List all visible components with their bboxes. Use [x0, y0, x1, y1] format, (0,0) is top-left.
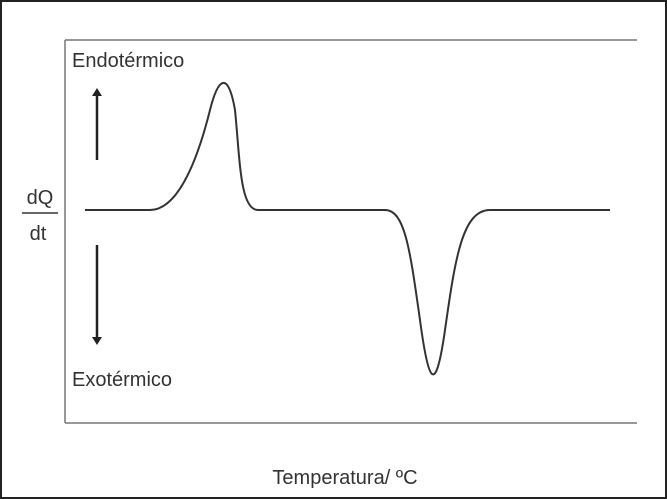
y-numerator: dQ [27, 187, 54, 209]
exo-label: Exotérmico [72, 369, 172, 391]
x-axis-label: Temperatura/ ºC [272, 467, 417, 489]
dsc-curve [85, 82, 610, 376]
y-denominator: dt [30, 223, 47, 245]
endo-label: Endotérmico [72, 50, 184, 72]
